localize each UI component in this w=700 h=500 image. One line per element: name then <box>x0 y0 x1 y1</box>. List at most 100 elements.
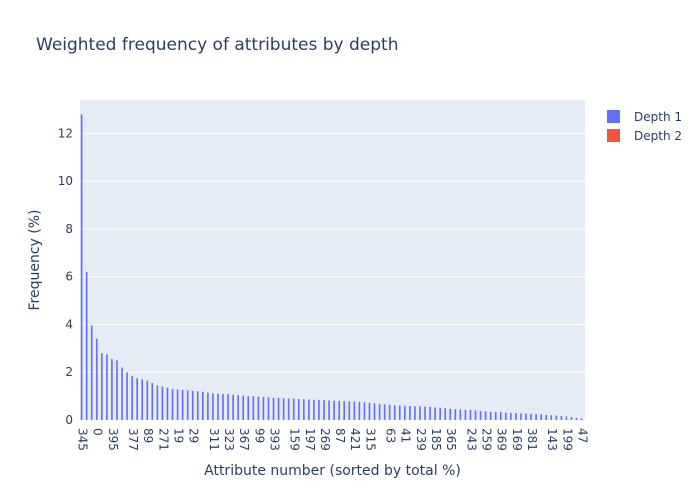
bar-depth-1[interactable] <box>474 410 477 420</box>
bar-depth-1[interactable] <box>479 410 482 420</box>
legend-label[interactable]: Depth 1 <box>634 110 682 124</box>
bar-depth-1[interactable] <box>181 389 184 420</box>
bar-depth-1[interactable] <box>207 392 209 420</box>
bar-depth-1[interactable] <box>303 399 305 420</box>
bar-depth-1[interactable] <box>580 418 583 420</box>
bar-depth-1[interactable] <box>393 405 396 420</box>
bar-depth-1[interactable] <box>575 417 578 420</box>
bar-depth-1[interactable] <box>202 391 204 420</box>
bar-depth-1[interactable] <box>353 401 356 420</box>
bar-depth-1[interactable] <box>262 397 265 420</box>
bar-depth-1[interactable] <box>80 114 83 420</box>
bar-depth-1[interactable] <box>444 408 447 420</box>
bar-depth-1[interactable] <box>267 397 270 420</box>
bar-depth-1[interactable] <box>525 413 527 420</box>
bar-depth-1[interactable] <box>358 401 361 420</box>
bar-depth-1[interactable] <box>469 409 472 420</box>
bar-depth-1[interactable] <box>242 395 245 420</box>
bar-depth-1[interactable] <box>333 400 335 420</box>
bar-depth-1[interactable] <box>459 409 462 420</box>
bar-depth-1[interactable] <box>343 401 346 420</box>
bar-depth-1[interactable] <box>550 415 553 420</box>
bar-depth-1[interactable] <box>95 338 98 420</box>
bar-depth-1[interactable] <box>318 399 320 420</box>
bar-depth-1[interactable] <box>499 412 502 420</box>
bar-depth-1[interactable] <box>217 393 219 420</box>
bar-depth-1[interactable] <box>85 271 88 420</box>
bar-depth-1[interactable] <box>176 389 179 420</box>
bar-depth-1[interactable] <box>505 412 507 420</box>
bar-depth-1[interactable] <box>287 398 290 420</box>
bar-depth-1[interactable] <box>237 395 239 420</box>
bar-depth-1[interactable] <box>323 400 325 420</box>
bar-depth-1[interactable] <box>383 404 386 420</box>
bar-depth-1[interactable] <box>272 397 275 420</box>
bar-depth-1[interactable] <box>227 394 229 420</box>
bar-depth-1[interactable] <box>378 403 381 420</box>
legend-swatch[interactable] <box>607 129 620 142</box>
bar-depth-1[interactable] <box>489 411 492 420</box>
bar-depth-1[interactable] <box>146 380 149 420</box>
legend-swatch[interactable] <box>607 110 620 123</box>
bar-depth-1[interactable] <box>348 401 351 420</box>
bar-depth-1[interactable] <box>494 411 497 420</box>
bar-depth-1[interactable] <box>308 399 310 420</box>
bar-depth-1[interactable] <box>297 398 300 420</box>
bar-depth-1[interactable] <box>212 393 214 420</box>
bar-depth-1[interactable] <box>565 416 568 420</box>
bar-depth-1[interactable] <box>191 390 194 420</box>
legend-label[interactable]: Depth 2 <box>634 129 682 143</box>
bar-depth-1[interactable] <box>196 391 199 420</box>
bar-depth-1[interactable] <box>151 382 154 420</box>
bar-depth-1[interactable] <box>449 408 452 420</box>
bar-depth-1[interactable] <box>454 409 457 420</box>
bar-depth-1[interactable] <box>101 353 103 420</box>
bar-depth-1[interactable] <box>419 406 421 420</box>
bar-depth-1[interactable] <box>292 398 295 420</box>
bar-depth-1[interactable] <box>338 400 340 420</box>
bar-depth-1[interactable] <box>111 359 113 420</box>
bar-depth-1[interactable] <box>555 415 558 420</box>
bar-depth-1[interactable] <box>424 406 426 420</box>
bar-depth-1[interactable] <box>106 354 108 420</box>
bar-depth-1[interactable] <box>232 394 234 420</box>
bar-depth-1[interactable] <box>90 325 93 420</box>
bar-depth-1[interactable] <box>126 372 128 420</box>
bar-depth-1[interactable] <box>439 407 441 420</box>
bar-depth-1[interactable] <box>388 404 391 420</box>
bar-depth-1[interactable] <box>545 414 548 420</box>
bar-depth-1[interactable] <box>363 402 366 420</box>
bar-depth-1[interactable] <box>515 413 517 420</box>
bar-depth-1[interactable] <box>464 409 467 420</box>
bar-depth-1[interactable] <box>131 375 133 420</box>
bar-depth-1[interactable] <box>328 400 330 420</box>
bar-depth-1[interactable] <box>313 399 315 420</box>
bar-depth-1[interactable] <box>156 385 159 420</box>
bar-depth-1[interactable] <box>252 396 255 420</box>
legend[interactable]: Depth 1 Depth 2 <box>607 110 682 143</box>
bar-depth-1[interactable] <box>368 402 371 420</box>
bar-depth-1[interactable] <box>121 367 123 420</box>
bar-depth-1[interactable] <box>161 386 164 420</box>
bar-depth-1[interactable] <box>282 398 285 420</box>
bar-depth-1[interactable] <box>484 411 487 420</box>
bar-depth-1[interactable] <box>171 388 174 420</box>
bar-depth-1[interactable] <box>540 414 542 420</box>
bar-depth-1[interactable] <box>510 412 512 420</box>
bar-depth-1[interactable] <box>247 396 250 420</box>
bar-depth-1[interactable] <box>429 406 431 420</box>
bar-depth-1[interactable] <box>186 390 189 420</box>
bar-depth-1[interactable] <box>277 398 280 420</box>
bar-depth-1[interactable] <box>520 413 522 420</box>
bar-depth-1[interactable] <box>116 360 118 420</box>
bar-depth-1[interactable] <box>404 405 406 420</box>
bar-depth-1[interactable] <box>530 413 532 420</box>
bar-depth-1[interactable] <box>409 405 411 420</box>
bar-depth-1[interactable] <box>414 406 416 420</box>
bar-depth-1[interactable] <box>141 379 144 420</box>
bar-depth-1[interactable] <box>434 407 436 420</box>
bar-depth-1[interactable] <box>222 393 224 420</box>
bar-depth-1[interactable] <box>560 415 563 420</box>
bar-depth-1[interactable] <box>373 403 376 420</box>
bar-depth-1[interactable] <box>136 378 138 420</box>
